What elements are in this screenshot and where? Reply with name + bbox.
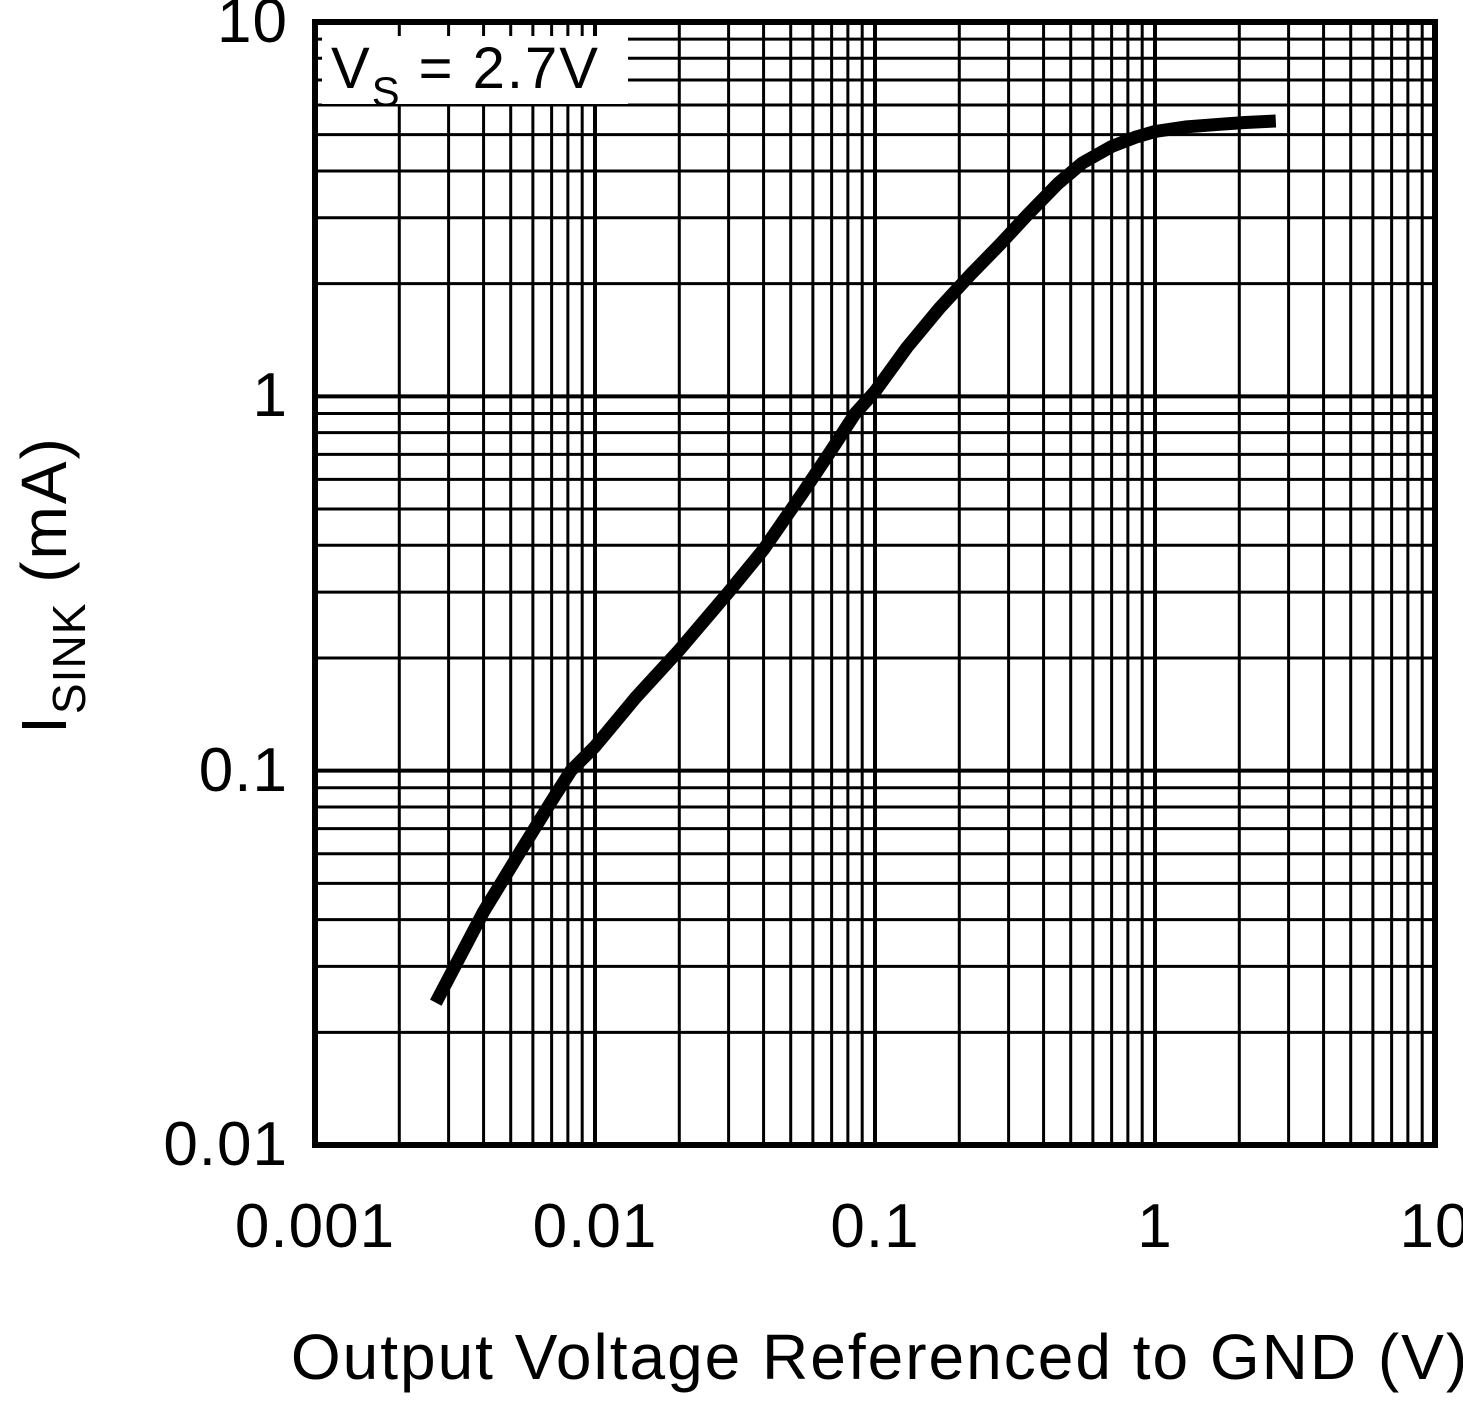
y-tick-label: 1: [252, 361, 288, 431]
annotation-subscript: S: [371, 67, 401, 115]
x-axis-title: Output Voltage Referenced to GND (V): [290, 1321, 1463, 1393]
y-axis-title-subscript: SINK: [43, 602, 96, 715]
annotation-rest: = 2.7V: [400, 36, 600, 101]
x-tick-label: 10: [1399, 1192, 1463, 1261]
vertical-gridlines: [313, 22, 1437, 1145]
y-tick-label: 10: [217, 0, 288, 56]
x-tick-label: 1: [1137, 1192, 1173, 1261]
plot-frame: [312, 19, 1438, 1148]
annotation-base: V: [331, 36, 372, 101]
isink-curve: [430, 114, 1277, 1006]
y-axis-title: ISINK (mA): [4, 285, 95, 885]
y-axis-title-base: I: [8, 714, 80, 734]
y-axis-title-rest: (mA): [8, 436, 80, 603]
y-tick-label: 0.1: [198, 735, 288, 805]
x-tick-label: 0.1: [830, 1192, 920, 1261]
x-tick-label: 0.01: [532, 1192, 658, 1261]
y-tick-label: 0.01: [163, 1110, 288, 1179]
annotation-background: [322, 36, 628, 104]
annotation-supply-voltage: VS = 2.7V: [331, 40, 600, 112]
x-tick-label: 0.001: [234, 1192, 396, 1261]
